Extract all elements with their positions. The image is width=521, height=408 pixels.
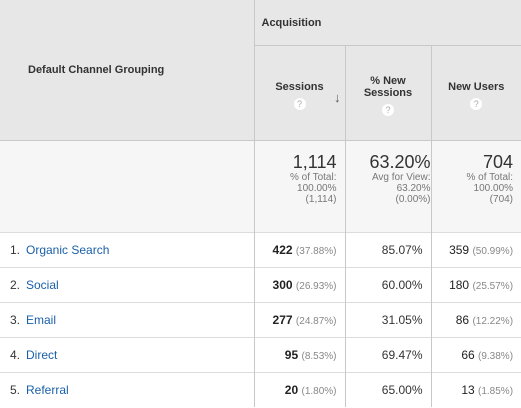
new-users-value: 180 <box>449 278 470 292</box>
sessions-value: 95 <box>284 348 299 362</box>
channel-link[interactable]: Direct <box>26 348 58 362</box>
dimension-header-label: Default Channel Grouping <box>28 64 165 76</box>
sessions-value: 20 <box>284 383 299 397</box>
table-row: 3. Email 277 (24.87%) 31.05% 86 (12.22%) <box>0 302 521 338</box>
new-sessions-cell: 69.47% <box>345 337 432 373</box>
new-sessions-cell: 85.07% <box>345 232 432 268</box>
channel-cell: Organic Search <box>26 232 255 268</box>
new-sessions-cell: 60.00% <box>345 267 432 303</box>
sessions-pct: (1.80%) <box>301 386 337 397</box>
table-row: 1. Organic Search 422 (37.88%) 85.07% 35… <box>0 232 521 268</box>
table-row: 5. Referral 20 (1.80%) 65.00% 13 (1.85%) <box>0 372 521 407</box>
sessions-value: 422 <box>272 243 293 257</box>
new-sessions-cell: 31.05% <box>345 302 432 338</box>
new-sessions-total-line3: (0.00%) <box>395 194 431 205</box>
new-users-total-line3: (704) <box>489 194 514 205</box>
new-users-value: 13 <box>461 383 475 397</box>
new-sessions-total-line2: 63.20% <box>396 183 431 194</box>
new-users-pct: (12.22%) <box>472 316 514 327</box>
new-users-total-line1: % of Total: <box>466 172 514 183</box>
new-users-cell: 86 (12.22%) <box>431 302 521 338</box>
sessions-header[interactable]: Sessions ? ↓ <box>254 45 346 141</box>
row-index: 1. <box>0 232 26 268</box>
row-index: 4. <box>0 337 26 373</box>
new-users-cell: 359 (50.99%) <box>431 232 521 268</box>
channel-link[interactable]: Email <box>26 313 57 327</box>
channel-cell: Social <box>26 267 255 303</box>
table-row: 4. Direct 95 (8.53%) 69.47% 66 (9.38%) <box>0 337 521 373</box>
acquisition-group-header: Acquisition <box>254 0 521 46</box>
new-users-cell: 66 (9.38%) <box>431 337 521 373</box>
sessions-pct: (37.88%) <box>295 246 337 257</box>
row-index: 2. <box>0 267 26 303</box>
new-sessions-help-icon[interactable]: ? <box>382 104 394 116</box>
row-index: 5. <box>0 372 26 407</box>
sessions-total-value: 1,114 <box>292 152 337 172</box>
new-users-header[interactable]: New Users ? <box>431 45 521 141</box>
new-sessions-header-label-1: % New <box>370 75 406 87</box>
new-users-header-label: New Users <box>448 81 505 93</box>
channel-cell: Direct <box>26 337 255 373</box>
dimension-header[interactable]: Default Channel Grouping <box>0 0 255 141</box>
channel-cell: Referral <box>26 372 255 407</box>
new-users-pct: (50.99%) <box>472 246 514 257</box>
new-users-total-cell: 704 % of Total: 100.00% (704) <box>431 140 521 233</box>
new-users-pct: (9.38%) <box>478 351 514 362</box>
sessions-cell: 20 (1.80%) <box>254 372 346 407</box>
table-row: 2. Social 300 (26.93%) 60.00% 180 (25.57… <box>0 267 521 303</box>
sort-down-arrow-icon[interactable]: ↓ <box>334 90 341 105</box>
new-sessions-total-cell: 63.20% Avg for View: 63.20% (0.00%) <box>345 140 432 233</box>
new-sessions-total-value: 63.20% <box>369 152 431 172</box>
new-users-help-icon[interactable]: ? <box>470 98 483 110</box>
new-users-value: 86 <box>455 313 470 327</box>
new-users-value: 359 <box>449 243 470 257</box>
sessions-pct: (8.53%) <box>301 351 337 362</box>
totals-label-cell <box>0 140 255 233</box>
acquisition-label: Acquisition <box>261 16 322 29</box>
sessions-total-line1: % of Total: <box>289 172 337 183</box>
sessions-cell: 422 (37.88%) <box>254 232 346 268</box>
new-users-value: 66 <box>461 348 475 362</box>
new-users-cell: 180 (25.57%) <box>431 267 521 303</box>
sessions-total-line3: (1,114) <box>305 194 337 205</box>
sessions-cell: 95 (8.53%) <box>254 337 346 373</box>
row-index: 3. <box>0 302 26 338</box>
channel-link[interactable]: Social <box>26 278 59 292</box>
sessions-value: 277 <box>272 313 293 327</box>
sessions-cell: 300 (26.93%) <box>254 267 346 303</box>
channel-link[interactable]: Referral <box>26 383 69 397</box>
header-columns-row: Sessions ? ↓ % New Sessions ? New Users … <box>0 45 521 141</box>
sessions-cell: 277 (24.87%) <box>254 302 346 338</box>
new-sessions-cell: 65.00% <box>345 372 432 407</box>
sessions-value: 300 <box>272 278 293 292</box>
sessions-total-cell: 1,114 % of Total: 100.00% (1,114) <box>254 140 346 233</box>
channel-cell: Email <box>26 302 255 338</box>
totals-row: 1,114 % of Total: 100.00% (1,114) 63.20%… <box>0 140 521 233</box>
sessions-pct: (24.87%) <box>295 316 337 327</box>
new-sessions-header[interactable]: % New Sessions ? <box>345 45 432 141</box>
channel-link[interactable]: Organic Search <box>26 243 110 257</box>
sessions-header-label: Sessions <box>275 81 324 93</box>
new-users-pct: (1.85%) <box>478 386 514 397</box>
new-users-total-line2: 100.00% <box>473 183 514 194</box>
new-users-total-value: 704 <box>482 152 514 172</box>
new-users-pct: (25.57%) <box>472 281 514 292</box>
new-sessions-header-label-2: Sessions <box>363 87 413 99</box>
sessions-total-line2: 100.00% <box>297 183 337 194</box>
header-group-row: Default Channel Grouping Acquisition <box>0 0 521 141</box>
new-sessions-total-line1: Avg for View: <box>371 172 431 183</box>
sessions-help-icon[interactable]: ? <box>293 98 306 110</box>
new-users-cell: 13 (1.85%) <box>431 372 521 407</box>
sessions-pct: (26.93%) <box>295 281 337 292</box>
